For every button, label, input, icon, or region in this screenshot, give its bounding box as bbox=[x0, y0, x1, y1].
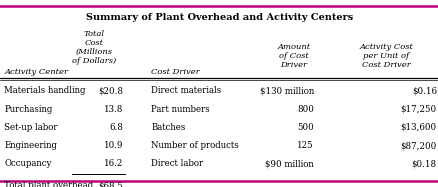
Text: Engineering: Engineering bbox=[4, 141, 57, 150]
Text: $90 million: $90 million bbox=[265, 160, 313, 168]
Text: $68.5: $68.5 bbox=[98, 181, 123, 187]
Text: 10.9: 10.9 bbox=[103, 141, 123, 150]
Text: Batches: Batches bbox=[151, 123, 185, 132]
Text: $13,600: $13,600 bbox=[400, 123, 436, 132]
Text: Set-up labor: Set-up labor bbox=[4, 123, 58, 132]
Text: $17,250: $17,250 bbox=[400, 105, 436, 114]
Text: $0.16: $0.16 bbox=[411, 86, 436, 95]
Text: Materials handling: Materials handling bbox=[4, 86, 86, 95]
Text: Direct materials: Direct materials bbox=[151, 86, 221, 95]
Text: Number of products: Number of products bbox=[151, 141, 239, 150]
Text: 6.8: 6.8 bbox=[109, 123, 123, 132]
Text: Activity Cost
per Unit of
Cost Driver: Activity Cost per Unit of Cost Driver bbox=[359, 43, 412, 69]
Text: Summary of Plant Overhead and Activity Centers: Summary of Plant Overhead and Activity C… bbox=[86, 13, 352, 22]
Text: $87,200: $87,200 bbox=[399, 141, 436, 150]
Text: Cost Driver: Cost Driver bbox=[151, 68, 200, 76]
Text: 500: 500 bbox=[297, 123, 313, 132]
Text: Amount
of Cost
Driver: Amount of Cost Driver bbox=[277, 43, 310, 69]
Text: 800: 800 bbox=[297, 105, 313, 114]
Text: Total plant overhead: Total plant overhead bbox=[4, 181, 93, 187]
Text: Activity Center: Activity Center bbox=[4, 68, 68, 76]
Text: Total
Cost
(Millions
of Dollars): Total Cost (Millions of Dollars) bbox=[72, 30, 116, 65]
Text: Occupancy: Occupancy bbox=[4, 160, 52, 168]
Text: Direct labor: Direct labor bbox=[151, 160, 203, 168]
Text: 125: 125 bbox=[297, 141, 313, 150]
Text: $20.8: $20.8 bbox=[98, 86, 123, 95]
Text: 16.2: 16.2 bbox=[103, 160, 123, 168]
Text: $0.18: $0.18 bbox=[411, 160, 436, 168]
Text: 13.8: 13.8 bbox=[103, 105, 123, 114]
Text: $130 million: $130 million bbox=[259, 86, 313, 95]
Text: Part numbers: Part numbers bbox=[151, 105, 210, 114]
Text: Purchasing: Purchasing bbox=[4, 105, 53, 114]
